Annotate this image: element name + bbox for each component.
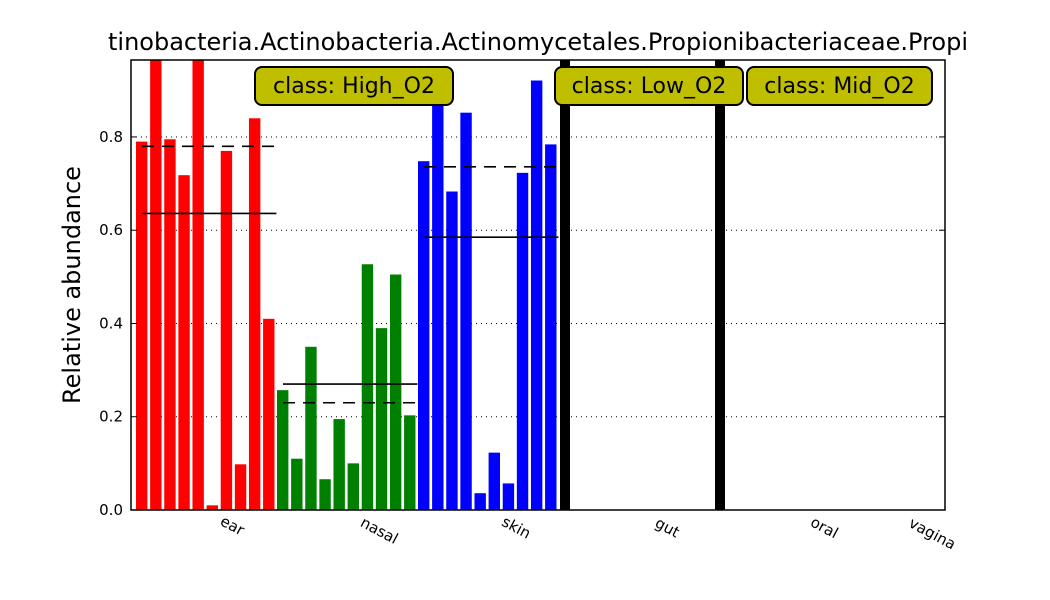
bar-ear (150, 60, 162, 510)
x-tick-label: ear (217, 512, 248, 540)
x-tick-label: nasal (358, 513, 402, 548)
y-ticks: 0.0 0.2 0.4 0.6 0.8 (99, 128, 945, 519)
bar-ear (164, 139, 176, 511)
bar-skin (502, 483, 515, 510)
x-tick-label: gut (652, 514, 683, 542)
bar-ear (178, 175, 190, 511)
bar-nasal (305, 346, 317, 510)
stat-lines (142, 145, 559, 404)
class-box (554, 66, 744, 106)
bar-skin (474, 493, 486, 510)
x-tick-label: oral (807, 513, 841, 542)
y-axis-label: Relative abundance (58, 166, 86, 404)
bar-skin (418, 161, 430, 510)
y-tick-label: 0.0 (99, 501, 123, 519)
bar-skin (516, 172, 529, 511)
bar-nasal (404, 415, 416, 510)
bar-ear (220, 150, 233, 510)
x-ticks: ear nasal skin gut oral vagina (217, 512, 959, 554)
bar-ear (192, 60, 204, 510)
bar-skin (460, 112, 472, 510)
class-box-label: class: Low_O2 (572, 74, 727, 99)
class-separators (560, 60, 725, 510)
bars (136, 60, 557, 511)
class-box-label: class: High_O2 (273, 74, 435, 99)
bar-nasal (333, 419, 345, 510)
class-separator (715, 60, 725, 510)
bar-ear (248, 118, 261, 510)
bar-nasal (361, 264, 374, 510)
y-tick-label: 0.8 (99, 128, 123, 146)
bar-nasal (277, 390, 289, 510)
x-tick-label: skin (499, 513, 534, 543)
bar-nasal (375, 328, 388, 510)
bar-skin (446, 191, 458, 510)
y-tick-label: 0.6 (99, 221, 123, 239)
bar-skin (432, 99, 444, 511)
class-box-label: class: Mid_O2 (764, 74, 914, 99)
class-box (254, 66, 454, 106)
bar-skin (488, 452, 500, 510)
y-tick-label: 0.4 (99, 314, 123, 332)
chart-title: tinobacteria.Actinobacteria.Actinomyceta… (108, 28, 968, 56)
bar-ear (234, 464, 247, 510)
bar-nasal (291, 458, 303, 510)
axes-frame (130, 59, 946, 511)
class-separator (560, 60, 570, 510)
bar-ear (136, 141, 148, 511)
x-tick-label: vagina (906, 514, 959, 554)
bar-nasal (319, 479, 331, 510)
class-box (746, 66, 933, 106)
bar-nasal (389, 274, 402, 510)
bar-nasal (347, 463, 359, 510)
bar-ear (263, 318, 275, 510)
bar-ear (206, 505, 218, 510)
bar-skin (530, 80, 543, 511)
bar-skin (545, 144, 557, 510)
y-tick-label: 0.2 (99, 408, 123, 426)
class-boxes: class: High_O2 class: Low_O2 class: Mid_O2 (254, 66, 933, 106)
